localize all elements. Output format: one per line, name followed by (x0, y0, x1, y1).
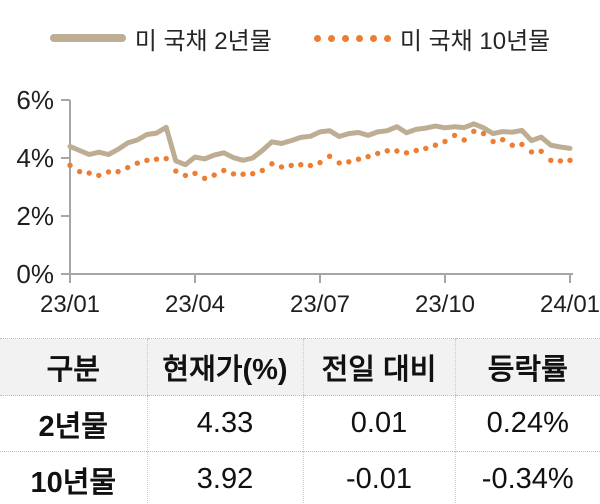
yield-chart-svg: 0% 2% 4% 6% 23/01 23/04 23/07 23/10 24/01 (16, 85, 600, 318)
cell-2yr-label: 2년물 (38, 410, 109, 443)
yield-chart: 0% 2% 4% 6% 23/01 23/04 23/07 23/10 24/01 (0, 56, 600, 318)
cell-2yr-pct: 0.24% (454, 395, 600, 452)
legend-item-2yr: 미 국채 2년물 (49, 21, 272, 56)
svg-text:24/01: 24/01 (540, 291, 600, 314)
legend-label-2yr: 미 국채 2년물 (134, 27, 272, 55)
legend-item-10yr: 미 국채 10년물 (313, 21, 551, 56)
svg-text:6%: 6% (16, 85, 54, 115)
svg-text:23/10: 23/10 (415, 291, 475, 314)
svg-text:0%: 0% (16, 259, 54, 289)
cell-2yr-price: 4.33 (146, 395, 303, 452)
table-row-10yr: 10년물 3.92 -0.01 -0.34% (0, 451, 600, 504)
chart-legend: 미 국채 2년물 미 국채 10년물 (0, 20, 600, 56)
svg-text:4%: 4% (16, 143, 54, 173)
svg-text:23/04: 23/04 (165, 291, 225, 314)
svg-text:2%: 2% (16, 201, 54, 231)
legend-label-10yr: 미 국채 10년물 (399, 27, 551, 55)
page: 미 국채 2년물 미 국채 10년물 0% 2% 4% 6% 23/01 23/04 23/… (0, 20, 600, 504)
cell-10yr-label: 10년물 (0, 451, 147, 504)
dotted-line-marker-icon (313, 34, 391, 42)
header-cell-price: 현재가(%) (146, 338, 303, 396)
cell-10yr-pct: -0.34% (454, 451, 600, 504)
svg-text:23/01: 23/01 (40, 291, 100, 314)
cell-2yr-change: 0.01 (302, 395, 455, 452)
table-row-2yr: 2년물 4.33 0.01 0.24% (0, 395, 600, 452)
series-10yr-dots (67, 128, 573, 181)
cell-10yr-price: 3.92 (146, 451, 303, 504)
svg-text:23/07: 23/07 (290, 291, 350, 314)
header-cell-change: 전일 대비 (302, 338, 455, 396)
table-header-row: 구분 현재가(%) 전일 대비 등락률 (0, 338, 600, 396)
header-cell-pct: 등락률 (454, 338, 600, 396)
header-cell-category: 구분 (0, 338, 147, 396)
solid-line-marker-icon (49, 34, 126, 42)
cell-10yr-change: -0.01 (302, 451, 455, 504)
rates-table: 구분 현재가(%) 전일 대비 등락률 2년물 4.33 0.01 0.24% … (0, 338, 600, 504)
series-2yr-line (67, 121, 573, 168)
